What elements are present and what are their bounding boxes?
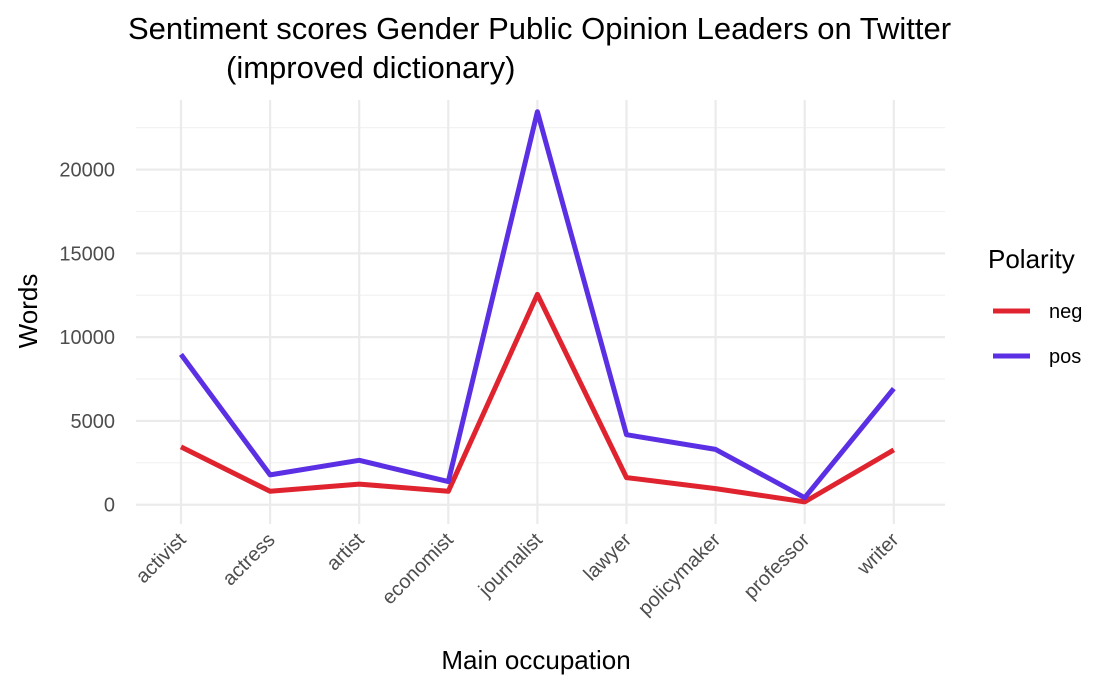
x-tick-label: artist <box>323 529 370 576</box>
y-tick-label: 15000 <box>59 243 115 265</box>
legend: Polarity neg pos <box>988 244 1082 368</box>
y-tick-label: 5000 <box>71 411 116 433</box>
y-tick-label: 10000 <box>59 327 115 349</box>
x-tick-label: economist <box>378 529 458 609</box>
x-tick-label: policymaker <box>634 529 725 620</box>
series-lines <box>178 109 896 505</box>
series-line-neg <box>179 291 896 505</box>
y-tick-label: 20000 <box>59 160 115 182</box>
legend-item-pos: pos <box>993 346 1081 368</box>
legend-label-neg: neg <box>1049 301 1082 323</box>
y-axis-title: Words <box>13 274 43 349</box>
x-axis-ticks: activist actress artist economist journalist… <box>132 529 904 620</box>
x-tick-label: lawyer <box>580 529 637 586</box>
x-tick-label: actress <box>218 529 279 590</box>
x-tick-label: professor <box>740 529 815 604</box>
y-tick-label: 0 <box>104 495 115 517</box>
legend-item-neg: neg <box>993 301 1082 323</box>
chart-title-line-2: (improved dictionary) <box>226 50 515 85</box>
x-tick-label: writer <box>853 529 904 580</box>
chart-title-line-1: Sentiment scores Gender Public Opinion L… <box>128 11 951 46</box>
x-tick-label: activist <box>132 529 191 588</box>
legend-title: Polarity <box>988 244 1075 274</box>
x-tick-label: journalist <box>474 529 547 602</box>
grid <box>136 100 945 524</box>
legend-label-pos: pos <box>1049 346 1081 368</box>
y-axis-ticks: 0 5000 10000 15000 20000 <box>59 160 115 517</box>
legend-items: neg pos <box>993 301 1082 368</box>
series-line-pos <box>178 109 896 501</box>
x-axis-title: Main occupation <box>441 645 630 675</box>
